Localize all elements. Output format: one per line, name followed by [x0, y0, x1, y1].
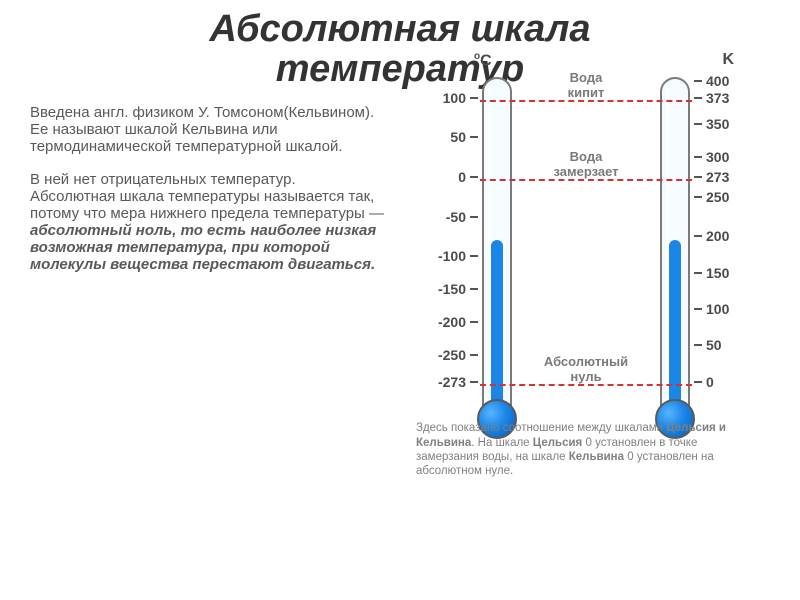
reference-line	[480, 384, 692, 386]
cap-1d: Цельсия	[533, 437, 583, 449]
content-row: Введена англ. физиком У. Томсоном(Кельви…	[30, 104, 770, 479]
cap-1f: Кельвина	[569, 451, 624, 463]
para-2: В ней нет отрицательных температур. Абсо…	[30, 171, 390, 273]
tick-label: 50	[450, 129, 478, 145]
kelvin-unit-label: K	[722, 51, 734, 69]
tick-label: -200	[438, 314, 478, 330]
thermometer-diagram: o°CC K 100500-50-100-150-200-250-273 400…	[416, 49, 756, 479]
cap-1c: . На шкале	[471, 437, 533, 449]
tick-label: 350	[694, 116, 729, 132]
reference-label: Водакипит	[416, 70, 756, 100]
para-1a: Введена англ. физиком У. Томсоном(Кельви…	[30, 104, 374, 121]
tick-label: -50	[446, 209, 478, 225]
cap-1a: Здесь показано соотношение между шкалами	[416, 422, 666, 434]
text-column: Введена англ. физиком У. Томсоном(Кельви…	[30, 104, 390, 479]
reference-line	[480, 100, 692, 102]
tick-label: 150	[694, 265, 729, 281]
para-2b-pre: Абсолютная шкала температуры называется …	[30, 188, 384, 222]
celsius-unit-label: o°CC	[474, 51, 492, 70]
slide: Абсолютная шкала температур Введена англ…	[0, 0, 800, 600]
para-2a: В ней нет отрицательных температур.	[30, 171, 296, 188]
reference-label: Водазамерзает	[416, 149, 756, 179]
para-1: Введена англ. физиком У. Томсоном(Кельви…	[30, 104, 390, 155]
title-line-1: Абсолютная шкала	[209, 8, 590, 50]
para-1b: Ее называют шкалой Кельвина или термодин…	[30, 121, 343, 155]
reference-label: Абсолютныйнуль	[416, 354, 756, 384]
tick-label: 100	[694, 301, 729, 317]
tick-label: 250	[694, 189, 729, 205]
reference-line	[480, 179, 692, 181]
para-2b-bold: абсолютный ноль, то есть наиболее низкая…	[30, 222, 376, 273]
tick-label: 50	[694, 337, 722, 353]
diagram-caption: Здесь показано соотношение между шкалами…	[416, 421, 756, 479]
tick-label: 200	[694, 228, 729, 244]
tick-label: -150	[438, 281, 478, 297]
tick-label: -100	[438, 248, 478, 264]
diagram-column: o°CC K 100500-50-100-150-200-250-273 400…	[402, 104, 770, 479]
